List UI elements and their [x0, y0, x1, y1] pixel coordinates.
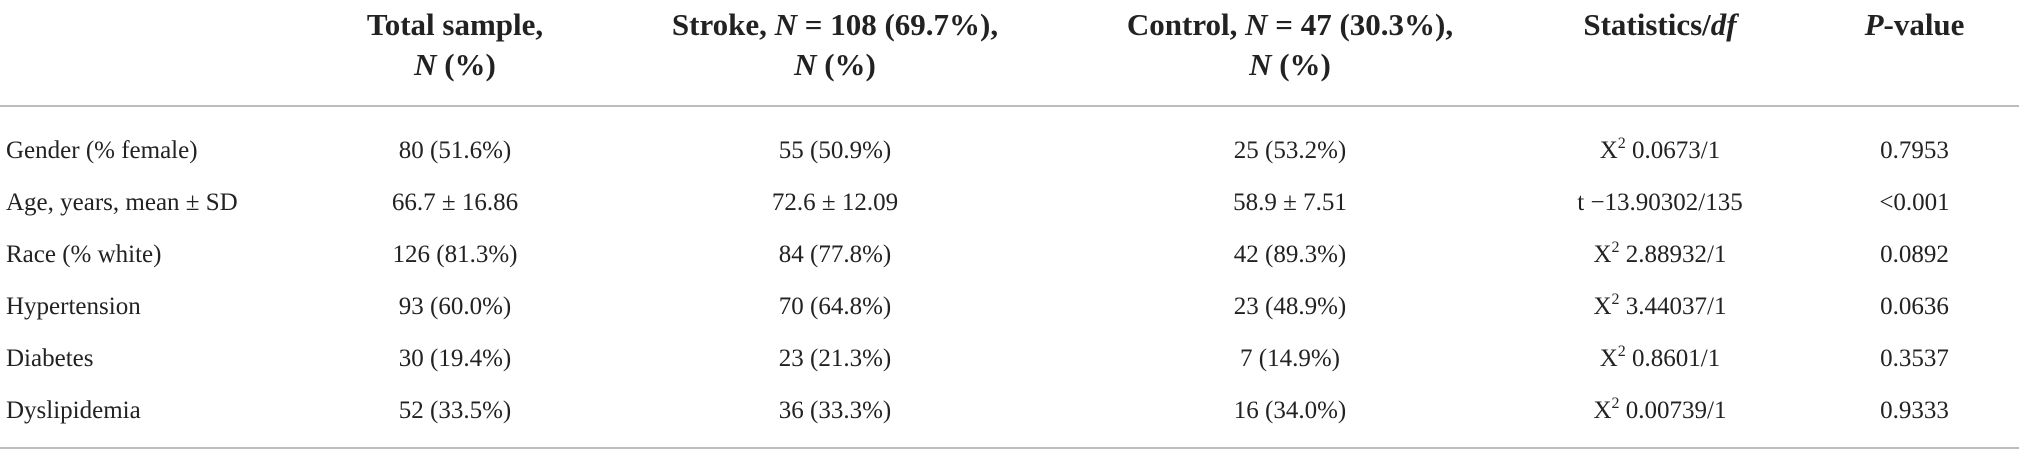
cell-stroke: 72.6 ± 12.09 — [771, 189, 899, 216]
table-row: Diabetes 30 (19.4%) 23 (21.3%) 7 (14.9%)… — [0, 333, 2019, 385]
stat-value: 0.00739/1 — [1619, 397, 1727, 424]
table-row: Age, years, mean ± SD 66.7 ± 16.86 72.6 … — [0, 177, 2019, 229]
header-control-pre: Control, — [1126, 7, 1246, 42]
table-header: Total sample, N (%) Stroke, N = 108 (69.… — [0, 0, 2019, 107]
header-total-line1: Total sample, — [366, 7, 544, 42]
cell-p-value: 0.7953 — [1880, 137, 1949, 164]
cell-statistics: X2 0.8601/1 — [1510, 333, 1810, 385]
stat-prefix: X — [1593, 397, 1612, 424]
cell-control: 23 (48.9%) — [1233, 293, 1347, 320]
cell-total: 52 (33.5%) — [310, 385, 600, 449]
row-label: Hypertension — [6, 293, 141, 320]
header-statistics-line: Statistics/df — [1510, 5, 1810, 45]
cell-statistics: X2 0.00739/1 — [1510, 385, 1810, 449]
cell-statistics: X2 3.44037/1 — [1510, 281, 1810, 333]
cell-total: 126 (81.3%) — [392, 241, 518, 268]
header-total-sample: Total sample, N (%) — [310, 0, 600, 107]
header-stroke-pct: (%) — [816, 47, 876, 82]
stat-value: 3.44037/1 — [1619, 293, 1727, 320]
cell-p-value: 0.0636 — [1880, 293, 1949, 320]
table-row: Gender (% female) 80 (51.6%) 55 (50.9%) … — [0, 106, 2019, 177]
cell-stroke: 84 (77.8%) — [778, 241, 892, 268]
header-stroke-n: N — [774, 7, 798, 42]
header-stroke-n2: N — [794, 47, 817, 82]
stat-prefix: X — [1599, 137, 1618, 164]
header-total-pct: (%) — [436, 47, 496, 82]
cell-statistics: t −13.90302/135 — [1510, 177, 1810, 229]
row-label: Gender (% female) — [6, 137, 198, 164]
stat-prefix: t −13.90302/135 — [1577, 189, 1743, 216]
cell-control: 58.9 ± 7.51 — [1233, 189, 1347, 216]
row-label: Dyslipidemia — [0, 385, 310, 449]
header-p-value-line: P-value — [1810, 5, 2019, 45]
header-control: Control, N = 47 (30.3%), N (%) — [1070, 0, 1510, 107]
stat-value: 2.88932/1 — [1619, 241, 1727, 268]
cell-p-value: 0.0892 — [1880, 241, 1949, 268]
cell-total: 30 (19.4%) — [398, 345, 512, 372]
table-body: Gender (% female) 80 (51.6%) 55 (50.9%) … — [0, 106, 2019, 449]
cell-control: 7 (14.9%) — [1240, 345, 1340, 372]
header-stroke-line2: N (%) — [600, 45, 1070, 85]
stat-value: 0.8601/1 — [1625, 345, 1721, 372]
header-p-letter: P — [1864, 7, 1884, 42]
header-control-n2: N — [1249, 47, 1272, 82]
cell-control: 42 (89.3%) — [1233, 241, 1347, 268]
header-row: Total sample, N (%) Stroke, N = 108 (69.… — [0, 0, 2019, 107]
header-stroke-count: = 108 (69.7%), — [797, 7, 999, 42]
stat-superscript: 2 — [1617, 343, 1626, 360]
table-row: Race (% white) 126 (81.3%) 84 (77.8%) 42… — [0, 229, 2019, 281]
header-control-line1: Control, N = 47 (30.3%), — [1070, 5, 1510, 45]
header-control-pct: (%) — [1271, 47, 1331, 82]
header-total-line2: N (%) — [310, 45, 600, 85]
cell-p-value: 0.3537 — [1880, 345, 1949, 372]
stat-superscript: 2 — [1611, 395, 1620, 412]
header-p-rest: -value — [1883, 7, 1965, 42]
stat-value: 0.0673/1 — [1625, 137, 1721, 164]
stat-prefix: X — [1593, 293, 1612, 320]
cell-statistics: X2 0.0673/1 — [1510, 106, 1810, 177]
row-label: Diabetes — [6, 345, 94, 372]
header-statistics-pre: Statistics/ — [1583, 7, 1711, 42]
stat-prefix: X — [1599, 345, 1618, 372]
header-variable — [0, 0, 310, 107]
stat-prefix: X — [1593, 241, 1612, 268]
cell-control: 25 (53.2%) — [1233, 137, 1347, 164]
cell-stroke: 36 (33.3%) — [600, 385, 1070, 449]
header-stroke-line1: Stroke, N = 108 (69.7%), — [600, 5, 1070, 45]
header-stroke-pre: Stroke, — [671, 7, 775, 42]
table-row: Dyslipidemia 52 (33.5%) 36 (33.3%) 16 (3… — [0, 385, 2019, 449]
row-label: Race (% white) — [6, 241, 162, 268]
cell-stroke: 55 (50.9%) — [778, 137, 892, 164]
stat-superscript: 2 — [1617, 135, 1626, 152]
header-stroke: Stroke, N = 108 (69.7%), N (%) — [600, 0, 1070, 107]
cell-total: 93 (60.0%) — [398, 293, 512, 320]
cell-p-value: 0.9333 — [1810, 385, 2019, 449]
cell-total: 80 (51.6%) — [398, 137, 512, 164]
table-row: Hypertension 93 (60.0%) 70 (64.8%) 23 (4… — [0, 281, 2019, 333]
header-p-value: P-value — [1810, 0, 2019, 107]
header-control-n: N — [1245, 7, 1268, 42]
stat-superscript: 2 — [1611, 291, 1620, 308]
header-statistics-df: df — [1710, 7, 1737, 42]
cell-stroke: 23 (21.3%) — [778, 345, 892, 372]
cell-stroke: 70 (64.8%) — [778, 293, 892, 320]
header-total-n: N — [414, 47, 437, 82]
cell-p-value: <0.001 — [1879, 189, 1950, 216]
row-label: Age, years, mean ± SD — [6, 189, 238, 216]
cell-control: 16 (34.0%) — [1070, 385, 1510, 449]
stat-superscript: 2 — [1611, 239, 1620, 256]
header-control-count: = 47 (30.3%), — [1267, 7, 1454, 42]
header-control-line2: N (%) — [1070, 45, 1510, 85]
header-statistics: Statistics/df — [1510, 0, 1810, 107]
cell-statistics: X2 2.88932/1 — [1510, 229, 1810, 281]
cell-total: 66.7 ± 16.86 — [391, 189, 519, 216]
